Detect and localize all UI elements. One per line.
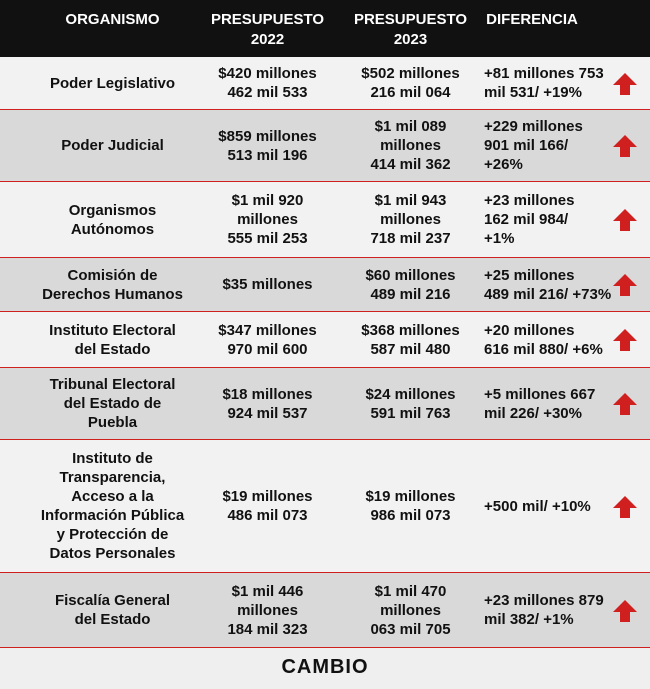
arrow-shape [613,72,637,95]
table-cell: $24 millones 591 mil 763 [365,385,456,422]
table-row: Tribunal Electoral del Estado de Puebla $… [0,368,650,440]
table-cell: +229 millones 901 mil 166/ +26% [484,118,583,173]
table-cell: $368 millones 587 mil 480 [361,321,460,358]
table-cell: Poder Legislativo [49,74,176,92]
table-row: Comisión de Derechos Humanos $35 millones… [0,258,650,312]
table-cell: $19 millones 986 mil 073 [365,488,456,524]
table-cell: $502 millones 216 mil 064 [361,65,460,101]
table-cell: Poder Judicial [61,137,164,154]
table-cell: +25 millones 489 mil 216/ +73% [484,266,612,303]
up-arrow [613,495,637,518]
table-row: Instituto de Transparencia, Acceso a la … [0,440,650,573]
arrow-shape [613,599,637,622]
up-arrow [613,329,637,351]
arrow-shape [613,393,637,415]
table-cell: $60 millones 489 mil 216 [365,266,456,303]
table-row: Poder Legislativo $420 millones 462 mil 5… [0,57,650,110]
table-cell: $1 mil 446 millones 184 mil 323 [227,582,308,638]
up-arrow [613,599,637,622]
table-cell: $347 millones 970 mil 600 [218,321,317,358]
table-cell: $859 millones 513 mil 196 [218,127,317,164]
up-arrow [613,209,637,231]
header-bar: ORGANISMO PRESUPUESTO 2022 PRESUPUESTO 202… [0,0,650,57]
table-cell: $35 millones [222,276,313,293]
table-cell: Instituto de Transparencia, Acceso a la … [40,450,185,562]
table-cell: $18 millones 924 mil 537 [222,385,313,422]
table-cell: +81 millones 753 mil 531/ +19% [484,65,604,101]
arrow-shape [613,209,637,231]
table-cell: Tribunal Electoral del Estado de Puebla [49,376,176,431]
table-cell: Fiscalía General del Estado [54,592,171,628]
arrow-shape [613,329,637,351]
table-cell: $1 mil 470 millones 063 mil 705 [370,582,451,638]
table-cell: +5 millones 667 mil 226/ +30% [484,385,596,422]
table-cell: $19 millones 486 mil 073 [222,488,313,524]
up-arrow [613,393,637,415]
arrow-shape [613,135,637,157]
table-row: Instituto Electoral del Estado $347 millo… [0,312,650,368]
table-cell: Comisión de Derechos Humanos [42,266,183,303]
table-cell: +500 mil/ +10% [484,497,591,515]
table-cell: $1 mil 920 millones 555 mil 253 [227,192,308,247]
table-cell: +23 millones 162 mil 984/ +1% [484,192,575,247]
header-cell: DIFERENCIA [486,11,578,28]
arrow-shape [613,495,637,518]
arrow-shape [613,274,637,296]
table-row: Fiscalía General del Estado $1 mil 446 mi… [0,573,650,648]
table-cell: $420 millones 462 mil 533 [218,65,317,101]
header-cell: PRESUPUESTO 2022 [210,11,325,48]
up-arrow [613,135,637,157]
logo: CAMBIO [281,656,369,678]
header-cell: ORGANISMO [65,11,160,28]
table-row: Organismos Autónomos $1 mil 920 millones … [0,182,650,258]
table-cell: +23 millones 879 mil 382/ +1% [484,592,604,628]
table-cell: +20 millones 616 mil 880/ +6% [484,321,603,358]
table-row: Poder Judicial $859 millones 513 mil 196 $… [0,110,650,182]
table-cell: $1 mil 943 millones 718 mil 237 [370,192,451,247]
table-cell: Instituto Electoral del Estado [49,321,176,358]
up-arrow [613,72,637,95]
table-cell: Organismos Autónomos [68,201,157,238]
table-cell: $1 mil 089 millones 414 mil 362 [370,118,451,173]
header-cell: PRESUPUESTO 2023 [353,11,468,48]
up-arrow [613,274,637,296]
